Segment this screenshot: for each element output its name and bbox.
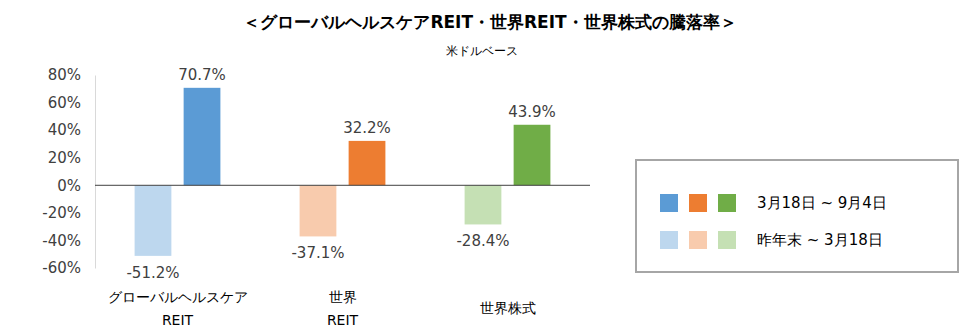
x-tick-label: 世界株式 xyxy=(480,300,536,316)
bar xyxy=(514,125,551,186)
y-tick-label: 60% xyxy=(48,94,81,112)
data-label: -28.4% xyxy=(456,232,509,250)
y-axis: -60% -40% -20% 0% 20% 40% 60% 80% xyxy=(42,66,95,277)
bars xyxy=(135,88,551,256)
data-labels: -51.2% -37.1% -28.4% 70.7% 32.2% 43.9% xyxy=(126,66,555,282)
legend: 3月18日 ~ 9月4日昨年末 ~ 3月18日 xyxy=(636,160,958,272)
y-tick: 40% xyxy=(48,121,95,139)
y-tick: 80% xyxy=(48,66,95,84)
y-tick-label: -60% xyxy=(42,259,81,277)
x-tick: 世界株式 xyxy=(480,268,536,316)
y-tick: -40% xyxy=(42,232,95,250)
y-tick-label: 0% xyxy=(57,177,81,195)
bar xyxy=(135,185,172,256)
y-tick-label: 20% xyxy=(48,149,81,167)
y-tick-label: -40% xyxy=(42,232,81,250)
y-tick-label: -20% xyxy=(42,204,81,222)
y-tick: 20% xyxy=(48,149,95,167)
baseline xyxy=(95,185,590,186)
y-tick: 60% xyxy=(48,94,95,112)
y-tick: 0% xyxy=(57,177,95,195)
y-tick-label: 80% xyxy=(48,66,81,84)
legend-swatch xyxy=(718,231,736,249)
legend-box xyxy=(636,160,958,272)
title: ＜グローバルヘルスケアREIT・世界REIT・世界株式の騰落率＞ xyxy=(243,12,736,32)
x-tick-label: グローバルヘルスケアREIT xyxy=(108,289,248,328)
legend-swatch xyxy=(718,194,736,212)
y-axis-line xyxy=(95,76,96,269)
data-label: -51.2% xyxy=(126,264,179,282)
legend-swatch xyxy=(689,194,707,212)
data-label: 32.2% xyxy=(343,119,391,137)
data-label: -37.1% xyxy=(291,244,344,262)
chart: ＜グローバルヘルスケアREIT・世界REIT・世界株式の騰落率＞ 米ドルベース -6… xyxy=(0,0,980,336)
legend-swatch xyxy=(660,194,678,212)
legend-swatch xyxy=(689,231,707,249)
subtitle: 米ドルベース xyxy=(446,44,518,58)
data-label: 70.7% xyxy=(178,66,226,84)
bar xyxy=(300,185,337,236)
bar xyxy=(349,141,386,185)
y-tick: -20% xyxy=(42,204,95,222)
y-tick: -60% xyxy=(42,259,95,277)
legend-swatch xyxy=(660,231,678,249)
x-tick-label: 世界REIT xyxy=(327,289,359,328)
x-tick: 世界REIT xyxy=(327,268,359,328)
data-label: 43.9% xyxy=(508,103,556,121)
legend-label: 3月18日 ~ 9月4日 xyxy=(757,194,887,212)
x-axis: グローバルヘルスケアREIT 世界REIT 世界株式 xyxy=(108,268,536,328)
x-tick: グローバルヘルスケアREIT xyxy=(108,268,248,328)
y-tick-label: 40% xyxy=(48,121,81,139)
legend-label: 昨年末 ~ 3月18日 xyxy=(757,231,883,249)
bar xyxy=(465,185,502,224)
bar xyxy=(184,88,221,185)
